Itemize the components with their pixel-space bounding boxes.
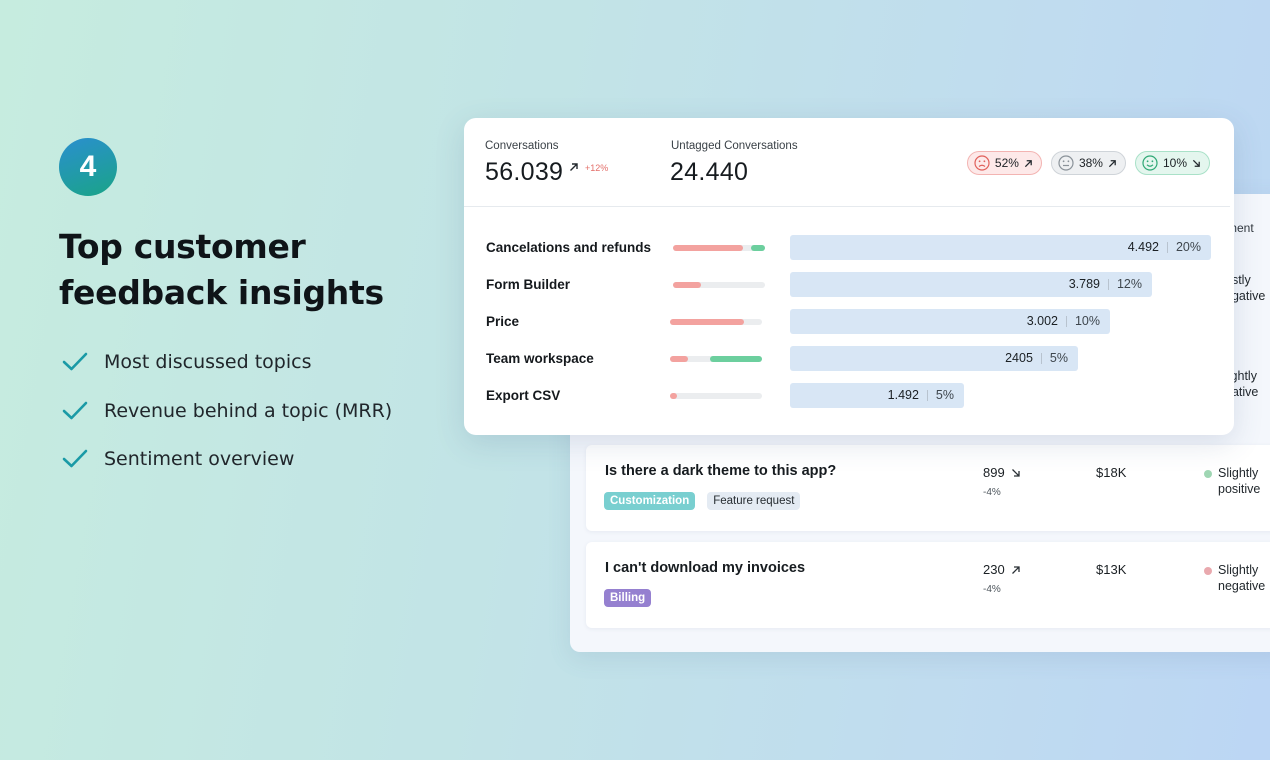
conversation-question: Is there a dark theme to this app?: [605, 463, 837, 479]
topic-count: 4.492: [1127, 240, 1159, 254]
tag-list: Customization Feature request: [604, 492, 801, 510]
topic-name: Cancelations and refunds: [486, 240, 652, 255]
count-delta: -4%: [983, 487, 1001, 498]
value-separator: [1065, 315, 1067, 327]
sentiment-split-bar: [673, 282, 765, 288]
sentiment-summary: 52% 38% 10%: [966, 151, 1210, 175]
sentiment-split-bar: [670, 393, 762, 399]
conversation-question: I can't download my invoices: [605, 560, 806, 576]
topic-share: 5%: [1049, 351, 1068, 365]
topic-row[interactable]: Team workspace 2405 5%: [464, 346, 1234, 372]
topic-row[interactable]: Cancelations and refunds 4.492 20%: [464, 235, 1234, 261]
check-icon: [62, 352, 88, 371]
volume-bar: 3.789 12%: [790, 272, 1152, 297]
negative-share-segment: [670, 356, 688, 362]
volume-bar: 3.002 10%: [790, 309, 1110, 334]
sentiment-split-bar: [673, 245, 765, 251]
sentiment-cell: Slightly positive: [1204, 465, 1260, 497]
topic-count: 1.492: [887, 388, 919, 402]
topic-share: 10%: [1074, 314, 1100, 328]
mrr-value: $18K: [1096, 465, 1127, 480]
feature-item: Most discussed topics: [62, 338, 392, 387]
sentiment-pill-neutral[interactable]: 38%: [1050, 151, 1126, 175]
negative-share-segment: [670, 319, 744, 325]
tag-list: Billing: [604, 589, 652, 607]
neutral-face-icon: [1058, 155, 1074, 171]
arrow-down-right-icon: [1011, 468, 1020, 477]
value-separator: [1107, 278, 1109, 290]
negative-share-segment: [673, 282, 701, 288]
check-icon: [62, 449, 88, 468]
untagged-value: 24.440: [670, 158, 749, 186]
sentiment-dot: [1204, 567, 1212, 575]
conversations-growth: +12%: [585, 163, 609, 173]
feature-item: Sentiment overview: [62, 435, 392, 484]
arrow-up-right-icon: [1108, 159, 1116, 167]
sentiment-dot: [1204, 470, 1212, 478]
tag-customization[interactable]: Customization: [604, 492, 696, 510]
value-separator: [1166, 241, 1168, 253]
smile-face-icon: [1142, 155, 1158, 171]
topic-row[interactable]: Form Builder 3.789 12%: [464, 272, 1234, 298]
volume-bar: 4.492 20%: [790, 235, 1211, 260]
feature-list: Most discussed topics Revenue behind a t…: [62, 338, 392, 484]
topic-share: 5%: [935, 388, 954, 402]
sentiment-cell: Slightly negative: [1204, 562, 1265, 594]
topic-row[interactable]: Price 3.002 10%: [464, 309, 1234, 335]
feature-label: Revenue behind a topic (MRR): [104, 399, 393, 422]
value-separator: [926, 389, 928, 401]
topic-count: 2405: [1005, 351, 1033, 365]
volume-bar: 2405 5%: [790, 346, 1078, 371]
topic-name: Team workspace: [486, 351, 594, 366]
page-headline: Top customer feedback insights: [59, 227, 384, 312]
negative-share-segment: [673, 245, 743, 251]
count-delta: -4%: [983, 584, 1001, 595]
arrow-up-right-icon: [570, 163, 578, 171]
conversation-count: 230: [983, 562, 1021, 577]
arrow-up-right-icon: [1024, 159, 1032, 167]
feature-label: Most discussed topics: [104, 351, 312, 374]
volume-bar: 1.492 5%: [790, 383, 964, 408]
card-divider: [464, 206, 1230, 207]
topic-name: Form Builder: [486, 277, 571, 292]
topic-share: 20%: [1175, 240, 1201, 254]
topic-row[interactable]: Export CSV 1.492 5%: [464, 383, 1234, 409]
sentiment-split-bar: [670, 319, 762, 325]
arrow-up-right-icon: [1011, 565, 1020, 574]
conversation-count: 899: [983, 465, 1021, 480]
step-number-badge: 4: [59, 138, 117, 196]
conversations-value: 56.039: [485, 158, 564, 186]
untagged-label: Untagged Conversations: [671, 140, 798, 152]
tag-billing[interactable]: Billing: [604, 589, 652, 607]
tag-feature-request[interactable]: Feature request: [707, 492, 801, 510]
topic-share: 12%: [1116, 277, 1142, 291]
value-separator: [1040, 352, 1042, 364]
topic-count: 3.002: [1026, 314, 1058, 328]
positive-share-segment: [710, 356, 762, 362]
topics-summary-card: Conversations 56.039 +12% Untagged Conve…: [464, 118, 1234, 435]
sad-face-icon: [974, 155, 990, 171]
topic-name: Export CSV: [486, 388, 561, 403]
feature-item: Revenue behind a topic (MRR): [62, 387, 392, 436]
mrr-value: $13K: [1096, 562, 1127, 577]
conversation-row[interactable]: Is there a dark theme to this app? Custo…: [586, 445, 1270, 531]
check-icon: [62, 401, 88, 420]
conversations-label: Conversations: [485, 140, 559, 152]
arrow-down-right-icon: [1192, 159, 1200, 167]
sentiment-pill-negative[interactable]: 52%: [966, 151, 1042, 175]
feature-label: Sentiment overview: [104, 448, 295, 471]
topic-count: 3.789: [1068, 277, 1100, 291]
topic-name: Price: [486, 314, 520, 329]
sentiment-split-bar: [670, 356, 762, 362]
conversation-row[interactable]: I can't download my invoices Billing 230…: [586, 542, 1270, 628]
negative-share-segment: [670, 393, 677, 399]
sentiment-pill-positive[interactable]: 10%: [1134, 151, 1210, 175]
positive-share-segment: [751, 245, 765, 251]
